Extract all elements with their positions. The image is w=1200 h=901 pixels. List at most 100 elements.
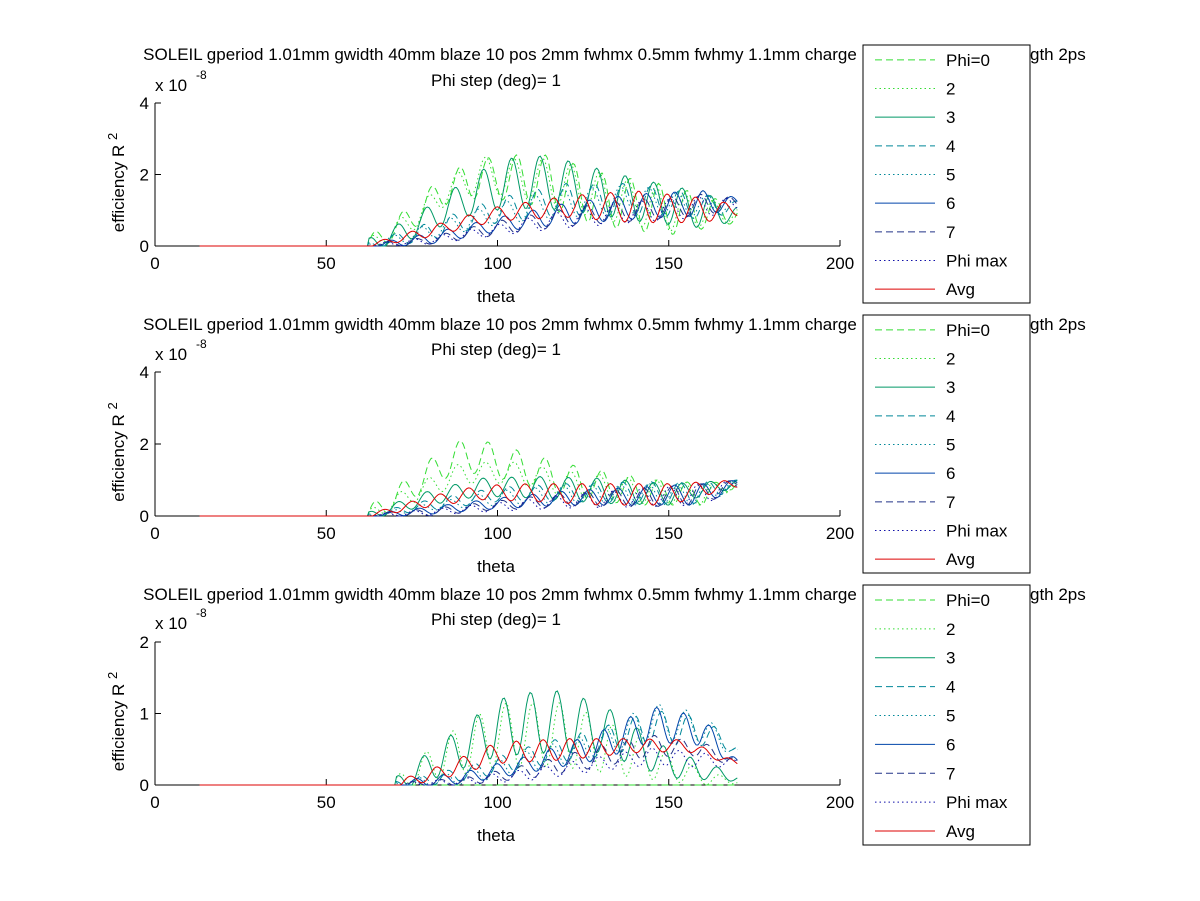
y-tick-label: 0 [140, 507, 149, 526]
subplot-3: SOLEIL gperiod 1.01mm gwidth 40mm blaze … [105, 585, 1086, 845]
legend-box [862, 314, 1031, 574]
chart-title-suffix: gth 2ps [1030, 585, 1086, 604]
y-tick-label: 2 [140, 166, 149, 185]
subplot-1: SOLEIL gperiod 1.01mm gwidth 40mm blaze … [105, 45, 1086, 306]
x-tick-label: 200 [826, 254, 854, 273]
legend-label: Phi max [946, 252, 1008, 271]
legend-box [862, 44, 1031, 304]
chart-subtitle: Phi step (deg)= 1 [431, 71, 561, 90]
legend-label: Phi=0 [946, 51, 990, 70]
x-tick-label: 150 [655, 524, 683, 543]
series-line-2 [199, 156, 738, 247]
x-tick-label: 50 [317, 793, 336, 812]
series-line-phi-max [199, 747, 738, 786]
legend-1: Phi=0 2 3 4 5 6 7 Phi max Avg [862, 44, 1031, 304]
y-axis-label-sup: 2 [105, 672, 120, 679]
y-axis-label-text: efficiency R [109, 409, 128, 501]
x-tick-label: 150 [655, 793, 683, 812]
y-exponent-base: x 10 [155, 76, 187, 95]
legend-label: 4 [946, 678, 955, 697]
y-axis-label-text: efficiency R [109, 679, 128, 771]
y-exponent-power: -8 [196, 337, 207, 351]
series-line-2 [199, 461, 738, 517]
y-tick-label: 0 [140, 776, 149, 795]
legend-label: 6 [946, 735, 955, 754]
legend-label: 5 [946, 707, 955, 726]
legend-label: 2 [946, 350, 955, 369]
legend-label: 5 [946, 436, 955, 455]
chart-title: SOLEIL gperiod 1.01mm gwidth 40mm blaze … [143, 585, 857, 604]
legend-label: 7 [946, 764, 955, 783]
series-line-5 [199, 185, 738, 247]
legend-label: 3 [946, 108, 955, 127]
chart-subtitle: Phi step (deg)= 1 [431, 610, 561, 629]
legend-label: 6 [946, 464, 955, 483]
series-line-avg [199, 480, 738, 517]
x-tick-label: 200 [826, 524, 854, 543]
legend-label: 4 [946, 407, 955, 426]
y-axis-label-text: efficiency R [109, 140, 128, 232]
y-tick-label: 2 [140, 633, 149, 652]
y-tick-label: 1 [140, 705, 149, 724]
chart-title-suffix: gth 2ps [1030, 45, 1086, 64]
legend-label: 5 [946, 166, 955, 185]
legend-label: Avg [946, 280, 975, 299]
y-axis-label-sup: 2 [105, 133, 120, 140]
y-exponent-base: x 10 [155, 345, 187, 364]
x-axis-label: theta [477, 557, 515, 576]
y-axis-label: efficiency R 2 [105, 672, 128, 772]
legends-layer: Phi=0 2 3 4 5 6 7 Phi max Avg Phi=0 2 3 4 5 6 7 Phi max A… [862, 44, 1031, 846]
series-line-avg [199, 190, 738, 247]
x-tick-label: 0 [150, 254, 159, 273]
chart-title: SOLEIL gperiod 1.01mm gwidth 40mm blaze … [143, 45, 857, 64]
legend-label: 2 [946, 620, 955, 639]
chart-title: SOLEIL gperiod 1.01mm gwidth 40mm blaze … [143, 315, 857, 334]
x-tick-label: 50 [317, 524, 336, 543]
series-group [199, 154, 738, 247]
subplot-2: SOLEIL gperiod 1.01mm gwidth 40mm blaze … [105, 315, 1086, 576]
series-line-phi-max [199, 480, 738, 517]
x-tick-label: 100 [483, 793, 511, 812]
chart-subtitle: Phi step (deg)= 1 [431, 340, 561, 359]
legend-label: Phi max [946, 793, 1008, 812]
plots-layer: SOLEIL gperiod 1.01mm gwidth 40mm blaze … [105, 45, 1086, 845]
x-tick-label: 100 [483, 254, 511, 273]
series-group [199, 690, 738, 786]
y-axis-label: efficiency R 2 [105, 133, 128, 233]
legend-label: Avg [946, 550, 975, 569]
x-tick-label: 0 [150, 793, 159, 812]
y-exponent-power: -8 [196, 68, 207, 82]
x-tick-label: 200 [826, 793, 854, 812]
x-tick-label: 0 [150, 524, 159, 543]
legend-label: Avg [946, 822, 975, 841]
series-line-phi-max [199, 195, 738, 247]
legend-label: 3 [946, 649, 955, 668]
y-tick-label: 0 [140, 237, 149, 256]
y-exponent-base: x 10 [155, 614, 187, 633]
legend-2: Phi=0 2 3 4 5 6 7 Phi max Avg [862, 314, 1031, 574]
legend-label: 3 [946, 378, 955, 397]
x-axis-label: theta [477, 826, 515, 845]
series-group [199, 440, 738, 517]
x-axis-label: theta [477, 287, 515, 306]
y-exponent-power: -8 [196, 606, 207, 620]
legend-box [862, 584, 1031, 846]
legend-label: Phi=0 [946, 321, 990, 340]
legend-label: 4 [946, 137, 955, 156]
y-tick-label: 4 [140, 94, 149, 113]
y-axis-label: efficiency R 2 [105, 402, 128, 502]
legend-label: Phi max [946, 522, 1008, 541]
legend-label: 7 [946, 493, 955, 512]
y-tick-label: 4 [140, 363, 149, 382]
x-tick-label: 100 [483, 524, 511, 543]
series-line-avg [199, 738, 738, 786]
legend-label: 2 [946, 80, 955, 99]
chart-title-suffix: gth 2ps [1030, 315, 1086, 334]
x-tick-label: 150 [655, 254, 683, 273]
legend-label: Phi=0 [946, 591, 990, 610]
y-tick-label: 2 [140, 435, 149, 454]
legend-3: Phi=0 2 3 4 5 6 7 Phi max Avg [862, 584, 1031, 846]
x-tick-label: 50 [317, 254, 336, 273]
legend-label: 7 [946, 223, 955, 242]
